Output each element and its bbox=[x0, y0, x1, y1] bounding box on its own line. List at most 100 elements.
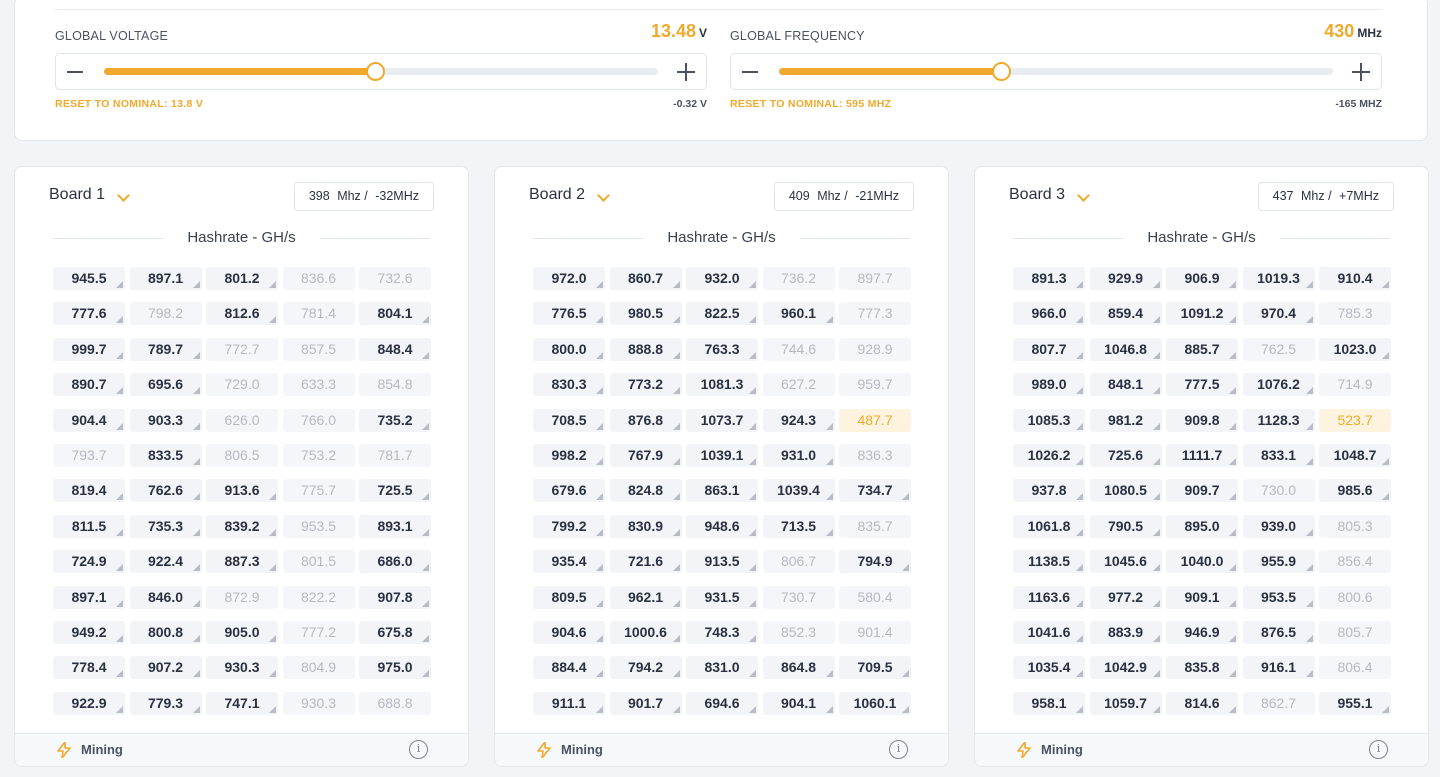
hashrate-cell[interactable]: 805.3 bbox=[1319, 514, 1391, 538]
hashrate-cell[interactable]: 888.8 bbox=[609, 337, 682, 361]
hashrate-cell[interactable]: 913.5 bbox=[686, 550, 758, 574]
hashrate-cell[interactable]: 959.7 bbox=[839, 373, 911, 397]
hashrate-cell[interactable]: 916.1 bbox=[1242, 656, 1315, 680]
hashrate-cell[interactable]: 801.5 bbox=[282, 550, 355, 574]
hashrate-cell[interactable]: 1039.1 bbox=[686, 443, 758, 467]
hashrate-cell[interactable]: 856.4 bbox=[1319, 550, 1391, 574]
hashrate-cell[interactable]: 893.1 bbox=[359, 514, 431, 538]
hashrate-cell[interactable]: 627.2 bbox=[762, 373, 835, 397]
hashrate-cell[interactable]: 721.6 bbox=[609, 550, 682, 574]
hashrate-cell[interactable]: 724.9 bbox=[53, 550, 125, 574]
hashrate-cell[interactable]: 675.8 bbox=[359, 620, 431, 644]
hashrate-cell[interactable]: 762.6 bbox=[129, 479, 202, 503]
hashrate-cell[interactable]: 960.1 bbox=[762, 302, 835, 326]
hashrate-cell[interactable]: 775.7 bbox=[282, 479, 355, 503]
hashrate-cell[interactable]: 903.3 bbox=[129, 408, 202, 432]
hashrate-cell[interactable]: 799.2 bbox=[533, 514, 605, 538]
hashrate-cell[interactable]: 1060.1 bbox=[839, 691, 911, 715]
hashrate-cell[interactable]: 1042.9 bbox=[1089, 656, 1162, 680]
hashrate-cell[interactable]: 890.7 bbox=[53, 373, 125, 397]
hashrate-cell[interactable]: 763.3 bbox=[686, 337, 758, 361]
hashrate-cell[interactable]: 913.6 bbox=[206, 479, 278, 503]
hashrate-cell[interactable]: 735.3 bbox=[129, 514, 202, 538]
hashrate-cell[interactable]: 806.7 bbox=[762, 550, 835, 574]
hashrate-cell[interactable]: 833.5 bbox=[129, 443, 202, 467]
chevron-down-icon[interactable] bbox=[1077, 189, 1090, 202]
hashrate-cell[interactable]: 773.2 bbox=[609, 373, 682, 397]
hashrate-cell[interactable]: 730.7 bbox=[762, 585, 835, 609]
board-title[interactable]: Board 1 bbox=[49, 186, 106, 203]
hashrate-cell[interactable]: 822.5 bbox=[686, 302, 758, 326]
chevron-down-icon[interactable] bbox=[597, 189, 610, 202]
hashrate-cell[interactable]: 922.9 bbox=[53, 691, 125, 715]
hashrate-cell[interactable]: 713.5 bbox=[762, 514, 835, 538]
hashrate-cell[interactable]: 806.5 bbox=[206, 443, 278, 467]
hashrate-cell[interactable]: 989.0 bbox=[1013, 373, 1085, 397]
hashrate-cell[interactable]: 897.7 bbox=[839, 267, 911, 290]
hashrate-cell[interactable]: 830.3 bbox=[533, 373, 605, 397]
hashrate-cell[interactable]: 909.8 bbox=[1166, 408, 1238, 432]
frequency-slider-thumb[interactable] bbox=[991, 62, 1011, 81]
hashrate-cell[interactable]: 807.7 bbox=[1013, 337, 1085, 361]
hashrate-cell[interactable]: 1026.2 bbox=[1013, 443, 1085, 467]
hashrate-cell[interactable]: 953.5 bbox=[1242, 585, 1315, 609]
hashrate-cell[interactable]: 777.6 bbox=[53, 302, 125, 326]
hashrate-cell[interactable]: 962.1 bbox=[609, 585, 682, 609]
hashrate-cell[interactable]: 1081.3 bbox=[686, 373, 758, 397]
hashrate-cell[interactable]: 781.7 bbox=[359, 443, 431, 467]
hashrate-cell[interactable]: 846.0 bbox=[129, 585, 202, 609]
hashrate-cell[interactable]: 785.3 bbox=[1319, 302, 1391, 326]
hashrate-cell[interactable]: 901.7 bbox=[609, 691, 682, 715]
hashrate-cell[interactable]: 1085.3 bbox=[1013, 408, 1085, 432]
hashrate-cell[interactable]: 1138.5 bbox=[1013, 550, 1085, 574]
info-icon[interactable]: i bbox=[889, 740, 908, 759]
hashrate-cell[interactable]: 809.5 bbox=[533, 585, 605, 609]
hashrate-cell[interactable]: 708.5 bbox=[533, 408, 605, 432]
hashrate-cell[interactable]: 744.6 bbox=[762, 337, 835, 361]
hashrate-cell[interactable]: 1048.7 bbox=[1319, 443, 1391, 467]
hashrate-cell[interactable]: 732.6 bbox=[359, 267, 431, 290]
hashrate-cell[interactable]: 998.2 bbox=[533, 443, 605, 467]
hashrate-cell[interactable]: 909.7 bbox=[1166, 479, 1238, 503]
hashrate-cell[interactable]: 1163.6 bbox=[1013, 585, 1085, 609]
hashrate-cell[interactable]: 1045.6 bbox=[1089, 550, 1162, 574]
hashrate-cell[interactable]: 831.0 bbox=[686, 656, 758, 680]
hashrate-cell[interactable]: 924.3 bbox=[762, 408, 835, 432]
hashrate-cell[interactable]: 694.6 bbox=[686, 691, 758, 715]
hashrate-cell[interactable]: 772.7 bbox=[206, 337, 278, 361]
hashrate-cell[interactable]: 885.7 bbox=[1166, 337, 1238, 361]
hashrate-cell[interactable]: 804.1 bbox=[359, 302, 431, 326]
minus-icon[interactable] bbox=[67, 71, 83, 73]
hashrate-cell[interactable]: 789.7 bbox=[129, 337, 202, 361]
hashrate-cell[interactable]: 766.0 bbox=[282, 408, 355, 432]
hashrate-cell[interactable]: 922.4 bbox=[129, 550, 202, 574]
hashrate-cell[interactable]: 897.1 bbox=[129, 267, 202, 290]
board-title[interactable]: Board 2 bbox=[529, 186, 586, 203]
hashrate-cell[interactable]: 777.5 bbox=[1166, 373, 1238, 397]
hashrate-cell[interactable]: 729.0 bbox=[206, 373, 278, 397]
hashrate-cell[interactable]: 955.1 bbox=[1319, 691, 1391, 715]
hashrate-cell[interactable]: 1035.4 bbox=[1013, 656, 1085, 680]
hashrate-cell[interactable]: 800.6 bbox=[1319, 585, 1391, 609]
hashrate-cell[interactable]: 945.5 bbox=[53, 267, 125, 290]
hashrate-cell[interactable]: 906.9 bbox=[1166, 267, 1238, 290]
hashrate-cell[interactable]: 909.1 bbox=[1166, 585, 1238, 609]
hashrate-cell[interactable]: 862.7 bbox=[1242, 691, 1315, 715]
hashrate-cell[interactable]: 887.3 bbox=[206, 550, 278, 574]
hashrate-cell[interactable]: 811.5 bbox=[53, 514, 125, 538]
hashrate-cell[interactable]: 1039.4 bbox=[762, 479, 835, 503]
hashrate-cell[interactable]: 948.6 bbox=[686, 514, 758, 538]
hashrate-cell[interactable]: 714.9 bbox=[1319, 373, 1391, 397]
hashrate-cell[interactable]: 747.1 bbox=[206, 691, 278, 715]
hashrate-cell[interactable]: 836.6 bbox=[282, 267, 355, 290]
hashrate-cell[interactable]: 931.5 bbox=[686, 585, 758, 609]
hashrate-cell[interactable]: 580.4 bbox=[839, 585, 911, 609]
hashrate-cell[interactable]: 859.4 bbox=[1089, 302, 1162, 326]
voltage-slider-thumb[interactable] bbox=[366, 62, 386, 81]
hashrate-cell[interactable]: 686.0 bbox=[359, 550, 431, 574]
hashrate-cell[interactable]: 1073.7 bbox=[686, 408, 758, 432]
hashrate-cell[interactable]: 1046.8 bbox=[1089, 337, 1162, 361]
hashrate-cell[interactable]: 1040.0 bbox=[1166, 550, 1238, 574]
hashrate-cell[interactable]: 972.0 bbox=[533, 267, 605, 290]
hashrate-cell[interactable]: 734.7 bbox=[839, 479, 911, 503]
